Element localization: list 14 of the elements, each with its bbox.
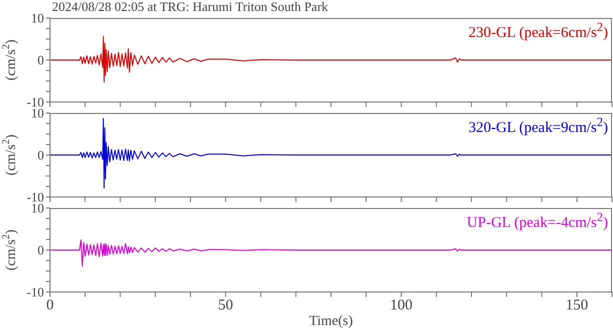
x-axis-title: Time(s) [308,314,354,330]
y-tick-label: 0 [38,52,44,68]
y-tick-label: 0 [38,148,44,163]
y-tick-label: 0 [38,242,44,258]
y-tick-label: 10 [31,10,44,26]
series-label: 230-GL (peak=6cm/s$^{2}$) [468,20,608,42]
x-tick-label: 100 [390,298,412,314]
series-label: UP-GL (peak=-4cm/s$^{2}$) [466,210,608,232]
series-label: 320-GL (peak=9cm/s$^{2}$) [468,115,608,137]
x-tick-label: 50 [218,298,234,314]
chart-title: 2024/08/28 02:05 at TRG: Harumi Triton South Park [52,0,328,14]
line-series [50,239,612,266]
x-tick-label: 150 [566,298,588,314]
y-tick-label: -10 [26,284,44,300]
